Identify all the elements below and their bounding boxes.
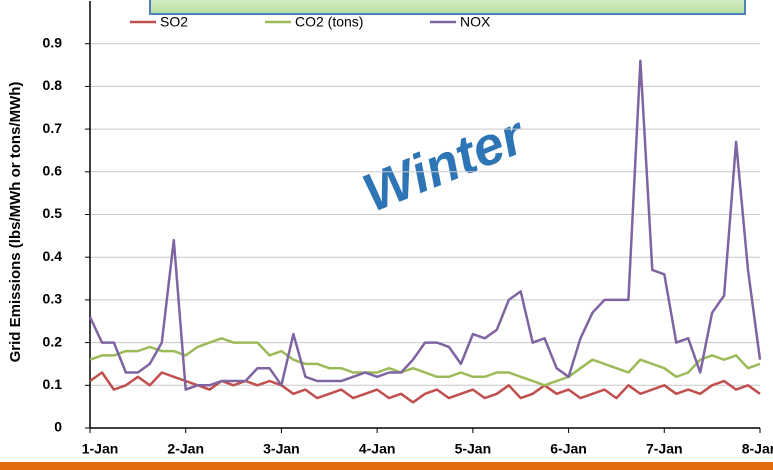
legend-label: CO2 (tons): [295, 14, 363, 30]
footer-bar: [0, 462, 773, 470]
y-tick-label: 0.6: [43, 163, 63, 179]
y-tick-label: 0.3: [43, 291, 63, 307]
y-tick-label: 0.1: [43, 376, 63, 392]
y-tick-label: 0.7: [43, 120, 63, 136]
x-tick-label: 1-Jan: [82, 441, 119, 457]
y-tick-label: 0.5: [43, 205, 63, 221]
y-tick-label: 0.4: [43, 248, 63, 264]
x-tick-label: 6-Jan: [550, 441, 587, 457]
y-axis-label: Grid Emissions (lbs/MWh or tons/MWh): [7, 82, 24, 363]
x-tick-label: 7-Jan: [646, 441, 683, 457]
legend-label: NOX: [460, 14, 491, 30]
x-tick-label: 5-Jan: [455, 441, 492, 457]
header-box: [149, 0, 746, 15]
series-line: [89, 371, 761, 404]
series-line: [88, 59, 762, 391]
x-tick-label: 8-Jan: [742, 441, 773, 457]
legend-label: SO2: [160, 14, 188, 30]
x-tick-label: 3-Jan: [263, 441, 300, 457]
y-tick-label: 0: [54, 419, 62, 435]
series-line: [89, 337, 761, 387]
x-tick-label: 2-Jan: [167, 441, 204, 457]
y-tick-label: 0.2: [43, 333, 63, 349]
y-tick-label: 0.9: [43, 34, 63, 50]
y-tick-label: 0.8: [43, 77, 63, 93]
season-annotation: Winter: [355, 104, 536, 223]
x-tick-label: 4-Jan: [359, 441, 396, 457]
